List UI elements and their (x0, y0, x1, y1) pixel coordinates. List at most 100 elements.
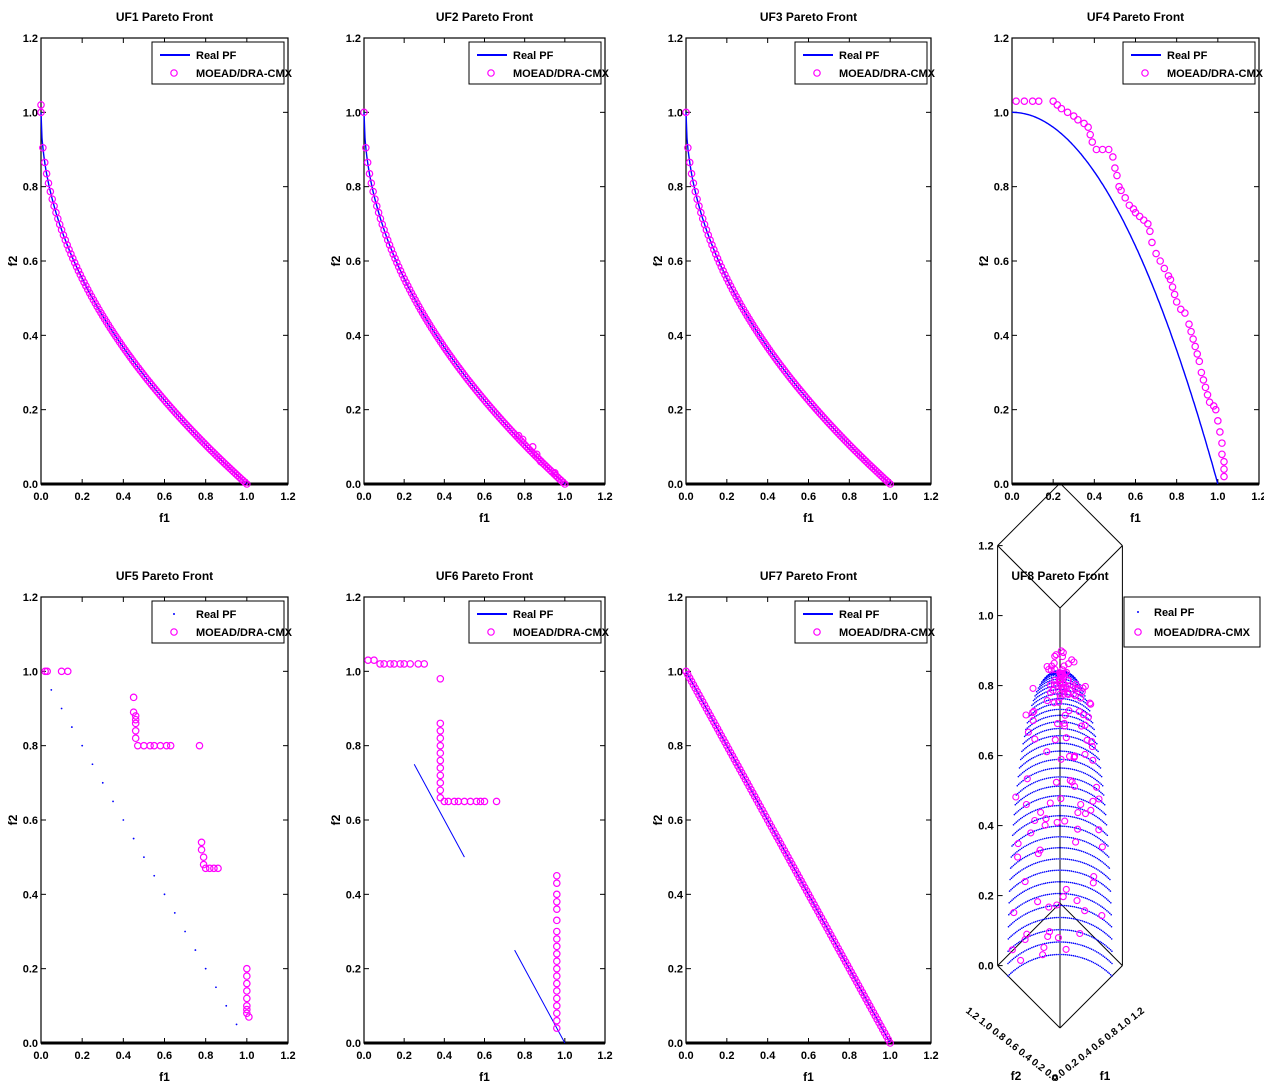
data-point (1199, 376, 1208, 384)
data-point (1160, 264, 1169, 273)
real-pf-dot (1028, 737, 1030, 740)
data-point (1209, 402, 1218, 410)
real-pf-dot (1072, 736, 1075, 739)
real-pf-dot (1027, 876, 1030, 879)
data-point (552, 890, 561, 899)
real-pf-dot (1079, 762, 1082, 764)
real-pf-dot (1092, 877, 1095, 880)
real-pf-dot (1090, 767, 1092, 770)
y-tick-label: 1.2 (346, 592, 361, 604)
data-point (1042, 815, 1050, 823)
real-pf-dot (1051, 709, 1054, 711)
data-point (1039, 951, 1047, 959)
real-pf-dot (1014, 968, 1016, 971)
real-pf-dot (1082, 700, 1085, 703)
real-pf-dot (1019, 928, 1021, 931)
real-pf-dot (1066, 904, 1068, 907)
real-pf-dot (1033, 863, 1035, 865)
data-point (1052, 778, 1060, 786)
real-pf-dot (163, 893, 166, 896)
real-pf-dot (1047, 929, 1050, 932)
data-point (552, 879, 561, 887)
data-point (514, 431, 523, 440)
real-pf-dot (1093, 855, 1095, 858)
data-point (815, 409, 824, 417)
real-pf-dot (1032, 820, 1034, 823)
real-pf-dot (1061, 734, 1063, 737)
y-tick-label: 1.0 (346, 666, 361, 678)
data-point (190, 429, 199, 438)
real-pf-dot (1050, 881, 1053, 884)
real-pf-dot (1102, 802, 1105, 805)
real-pf-dot (1067, 751, 1070, 753)
real-pf-dot (1042, 681, 1044, 683)
real-pf-dot (1030, 910, 1032, 913)
real-pf-dot (1067, 815, 1070, 818)
real-pf-dot (1101, 894, 1103, 897)
real-pf-dot (1102, 821, 1105, 823)
real-pf-dot (1066, 917, 1069, 919)
data-point (799, 389, 807, 398)
real-pf-dot (1039, 683, 1041, 686)
data-point (552, 972, 561, 980)
y-axis-label: f2 (329, 814, 343, 825)
data-point (183, 421, 191, 430)
real-pf-dot (1030, 757, 1033, 760)
real-pf-dot (1081, 808, 1084, 811)
real-pf-dot (1035, 790, 1037, 792)
real-pf-dot (1095, 749, 1098, 751)
real-pf-dot (1045, 760, 1048, 762)
data-point (1014, 840, 1022, 848)
real-pf-dot (1067, 847, 1070, 849)
real-pf-dot (1014, 831, 1017, 834)
real-pf-dot (1032, 749, 1034, 751)
data-point (420, 660, 429, 668)
data-point (1089, 797, 1097, 805)
real-pf-dot (1095, 914, 1097, 916)
real-pf-dot (1058, 825, 1060, 827)
real-pf-dot (1083, 945, 1086, 947)
data-point (1062, 885, 1070, 893)
real-pf-dot (1012, 864, 1015, 867)
real-pf-dot (1014, 863, 1016, 865)
real-pf-dot (1023, 914, 1025, 916)
real-pf-dot (1097, 915, 1099, 917)
real-pf-dot (1014, 885, 1017, 887)
real-pf-dot (1089, 887, 1092, 890)
real-pf-dot (1077, 712, 1080, 714)
real-pf-dot (1076, 871, 1078, 874)
real-pf-dot (1076, 860, 1078, 862)
real-pf-dot (1044, 677, 1046, 679)
real-pf-dot (1094, 890, 1097, 892)
data-point (1023, 775, 1031, 783)
real-pf-dot (1038, 694, 1041, 697)
real-pf-dot (1072, 870, 1075, 873)
real-pf-dot (1025, 949, 1028, 951)
data-point (466, 378, 474, 387)
real-pf-dot (1070, 837, 1073, 839)
real-pf-dot (1082, 829, 1085, 832)
real-pf-dot (1022, 742, 1024, 745)
data-point (552, 1002, 561, 1010)
real-pf-dot (1010, 856, 1013, 858)
real-pf-dot (1107, 856, 1110, 858)
real-pf-dot (1095, 787, 1098, 790)
real-pf-dot (1066, 858, 1069, 860)
real-pf-dot (1047, 954, 1050, 957)
real-pf-dot (1020, 837, 1022, 840)
real-pf-dot (1071, 743, 1074, 746)
real-pf-dot (1037, 771, 1039, 773)
real-pf-dot (1077, 797, 1079, 800)
real-pf-dot (1106, 922, 1108, 924)
real-pf-dot (1107, 971, 1109, 973)
real-pf-dot (1046, 743, 1049, 746)
real-pf-dot (1034, 781, 1037, 783)
real-pf-dot (1077, 895, 1079, 897)
real-pf-dot (1032, 874, 1035, 876)
real-pf-dot (1067, 679, 1070, 682)
data-point (1166, 275, 1175, 284)
legend-label: Real PF (196, 50, 237, 62)
data-point (711, 250, 720, 258)
